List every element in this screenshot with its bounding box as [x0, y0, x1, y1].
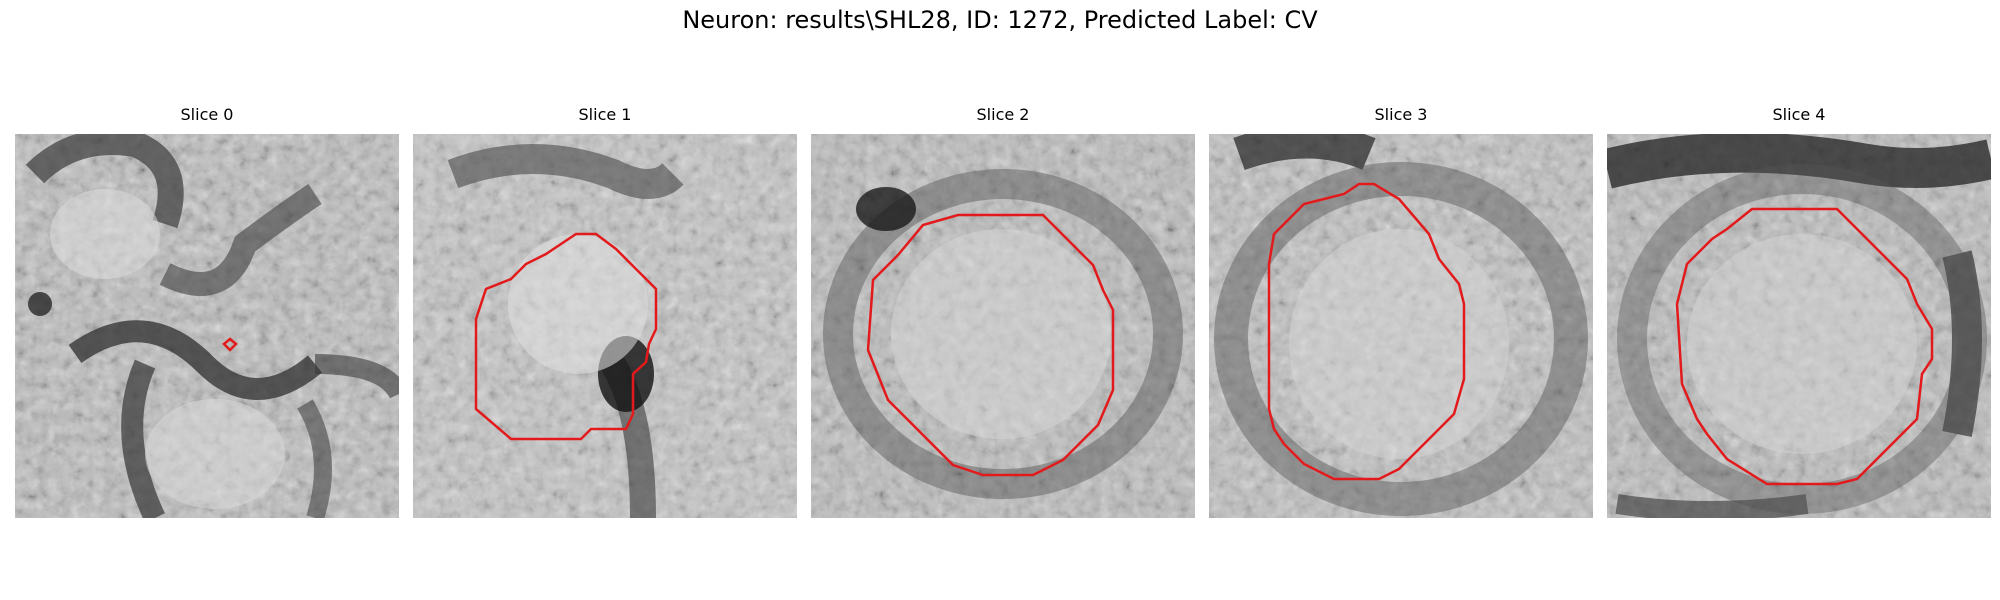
slice-title-3: Slice 3	[1374, 105, 1428, 124]
slice-title-4: Slice 4	[1772, 105, 1826, 124]
slice-title-0: Slice 0	[180, 105, 234, 124]
slice-title-2: Slice 2	[976, 105, 1030, 124]
slice-image-3	[1209, 134, 1593, 518]
slice-image-1	[413, 134, 797, 518]
slice-image-0	[15, 134, 399, 518]
slice-title-1: Slice 1	[578, 105, 632, 124]
slice-image-4	[1607, 134, 1991, 518]
slice-image-2	[811, 134, 1195, 518]
figure-title: Neuron: results\SHL28, ID: 1272, Predict…	[682, 6, 1318, 34]
